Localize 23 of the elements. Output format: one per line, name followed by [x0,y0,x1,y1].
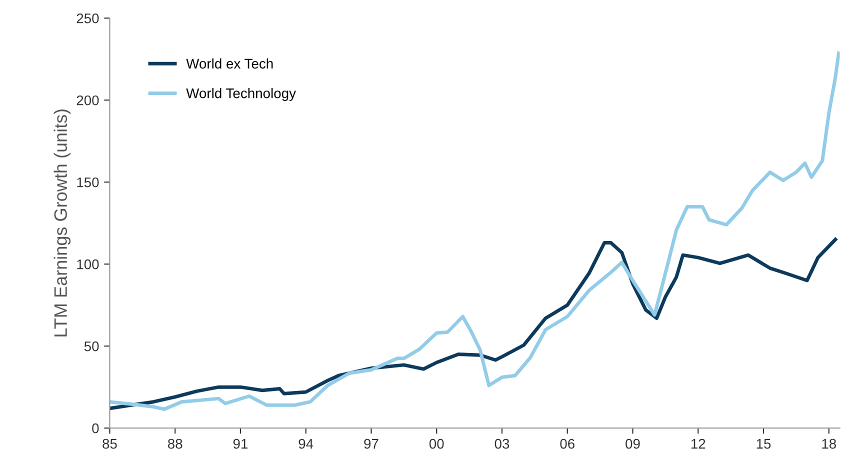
y-tick-label: 100 [77,259,99,270]
x-tick-label: 09 [626,438,640,449]
y-tick-label: 250 [76,13,99,24]
x-tick-label: 94 [298,438,314,449]
legend-label: World Technology [186,88,296,101]
x-tick-label: 15 [756,439,771,449]
x-tick-label: 03 [494,438,510,449]
legend-label: World ex Tech [186,58,273,69]
x-tick-label: 91 [233,438,248,449]
x-tick-label: 97 [364,438,378,449]
line-series [110,51,840,411]
x-tick-label: 85 [102,438,117,449]
y-tick-label: 200 [76,95,99,106]
line-series [110,238,838,410]
x-tick-label: 88 [168,438,182,449]
y-tick-label: 50 [84,341,99,352]
y-tick-label: 0 [92,423,99,434]
y-axis-title: LTM Earnings Growth (units) [54,109,71,336]
x-tick-label: 00 [429,438,444,449]
x-tick-label: 18 [822,438,836,449]
y-tick-label: 150 [77,177,99,188]
x-tick-label: 12 [691,438,706,449]
x-tick-label: 06 [560,438,574,449]
